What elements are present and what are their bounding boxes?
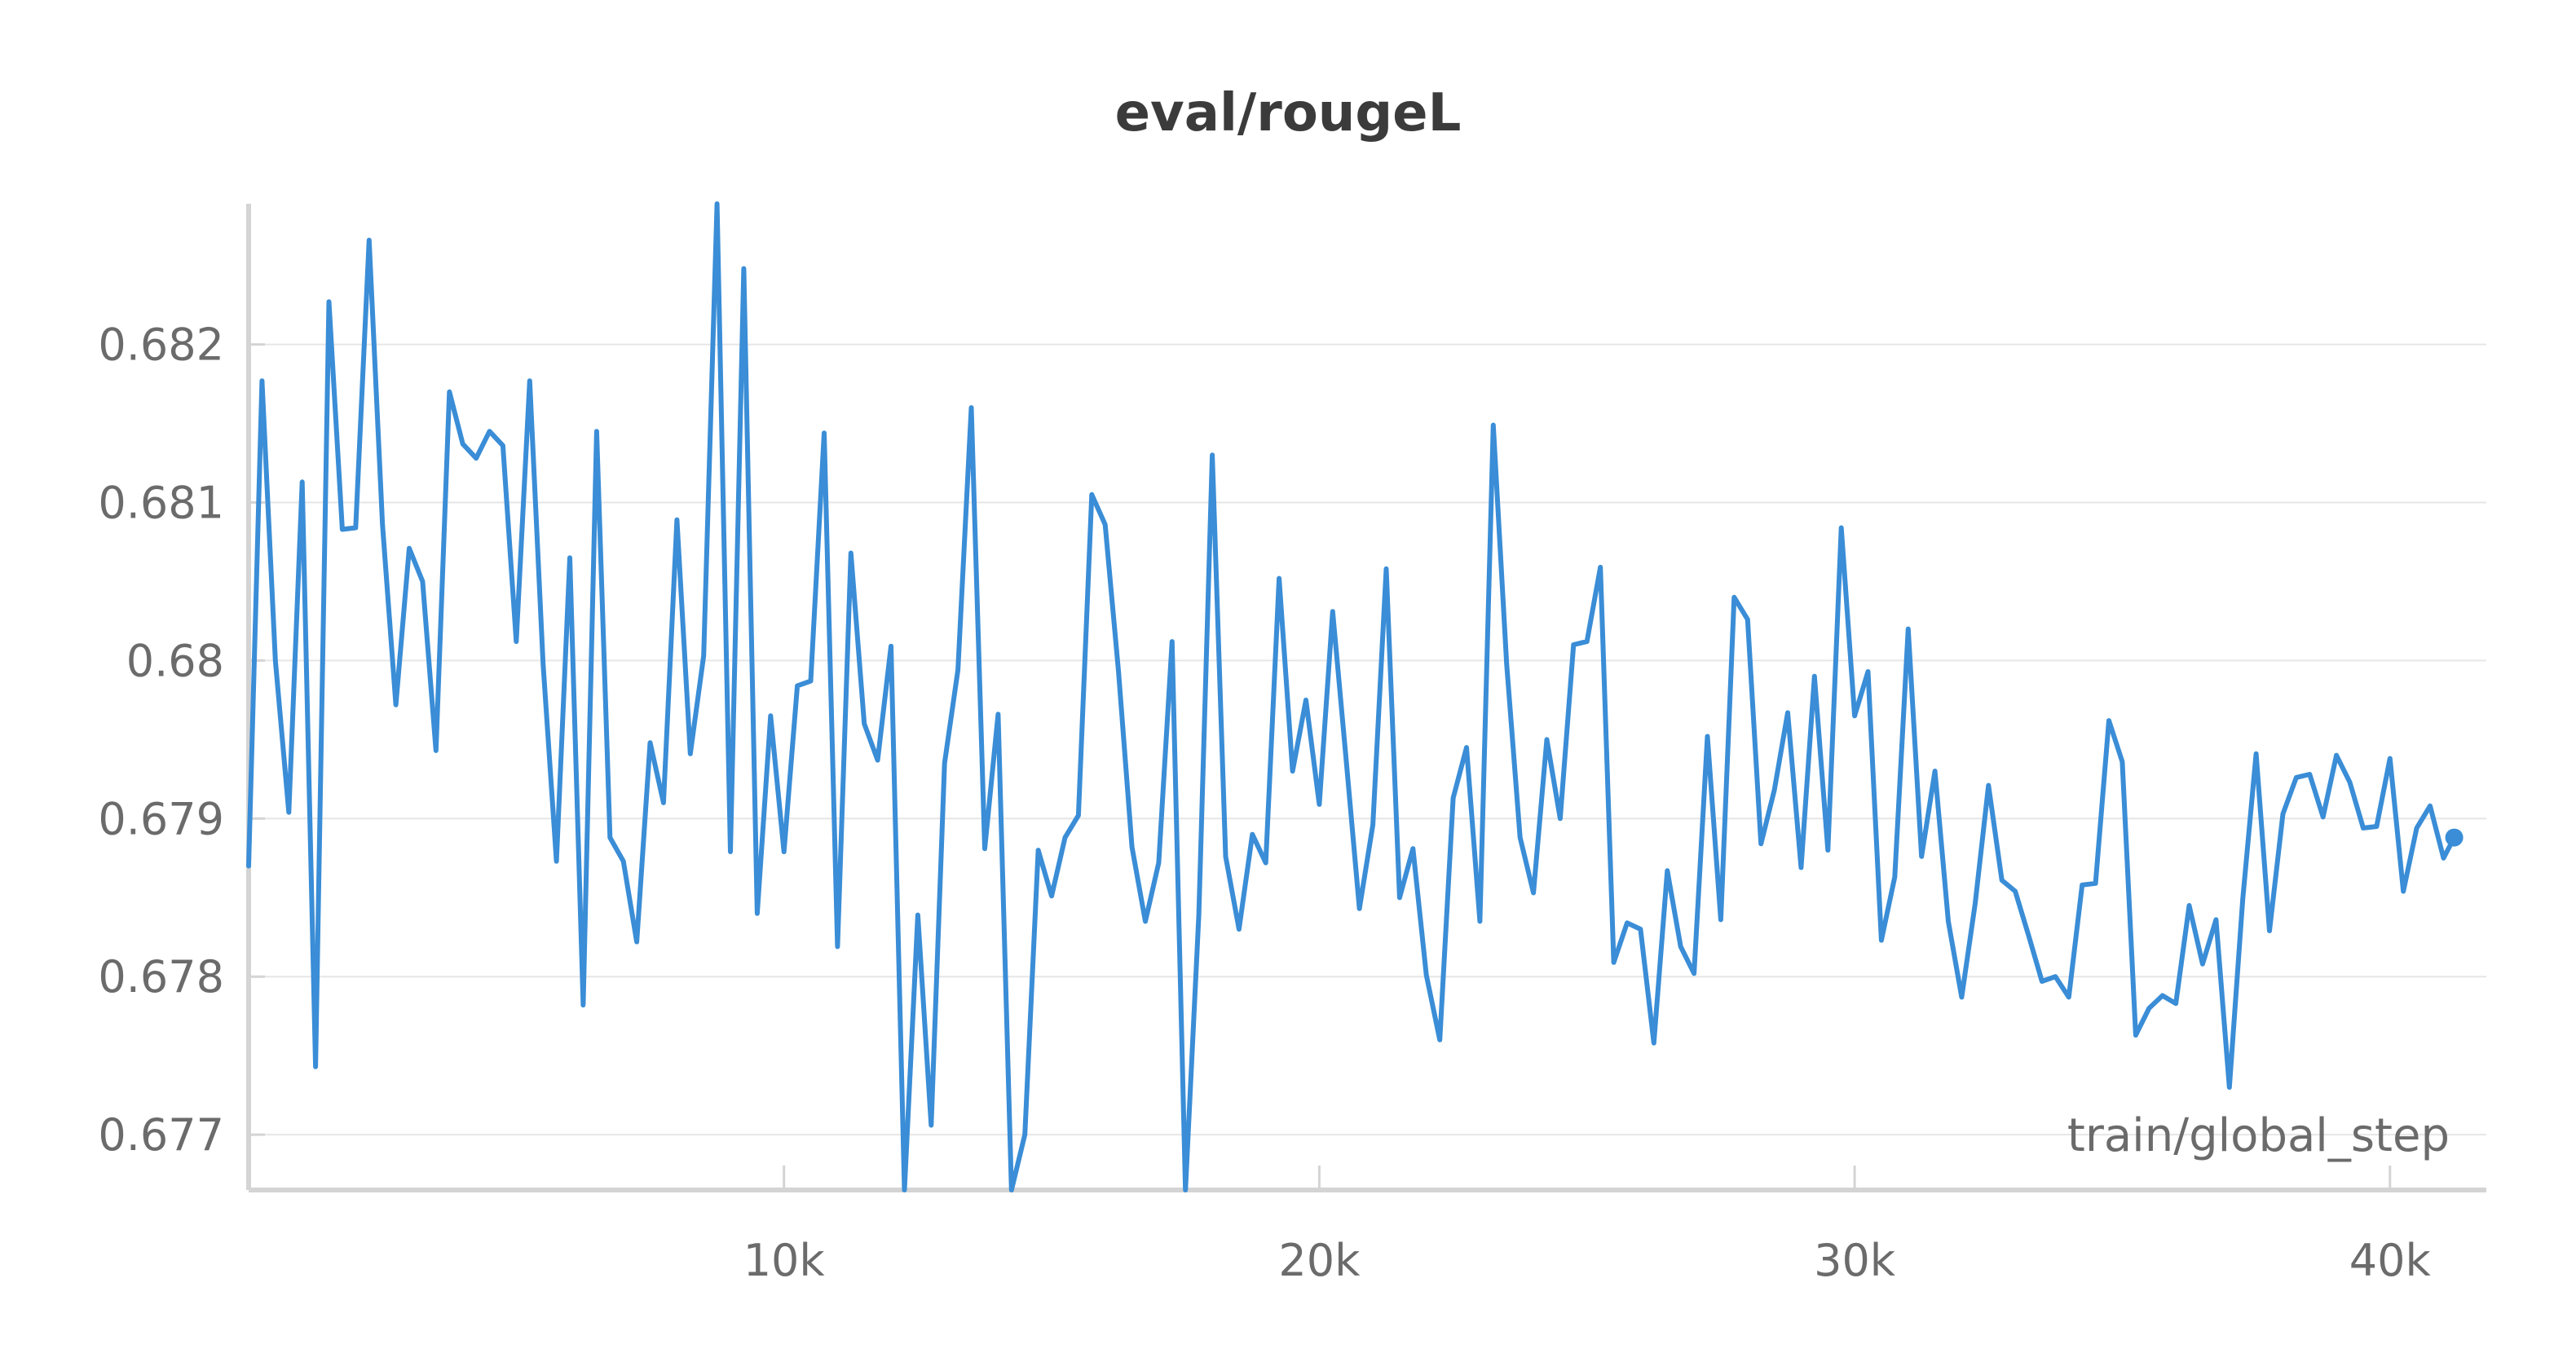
series-layer [246, 201, 2464, 1192]
series-last-point-0[interactable] [2445, 828, 2464, 847]
x-axis-label: train/global_step [2067, 1109, 2450, 1162]
x-tick-label-3: 40k [2349, 1235, 2432, 1286]
grid-layer [249, 343, 2486, 1136]
x-tick-label-2: 30k [1814, 1235, 1896, 1286]
y-tick-label-4: 0.681 [98, 477, 224, 528]
y-tick-label-1: 0.678 [98, 951, 224, 1003]
y-tick-label-3: 0.68 [126, 635, 224, 686]
series-line-0 [246, 201, 2457, 1192]
y-tick-label-5: 0.682 [98, 320, 224, 371]
x-tick-label-0: 10k [743, 1235, 826, 1286]
x-tick-label-1: 20k [1278, 1235, 1361, 1286]
axis-layer: 0.677 0.678 0.679 0.68 0.681 0.682 10k 20k 30k 40… [98, 204, 2486, 1286]
y-tick-label-0: 0.677 [98, 1109, 224, 1161]
chart-title: eval/rougeL [1115, 83, 1462, 143]
y-tick-label-2: 0.679 [98, 793, 224, 844]
